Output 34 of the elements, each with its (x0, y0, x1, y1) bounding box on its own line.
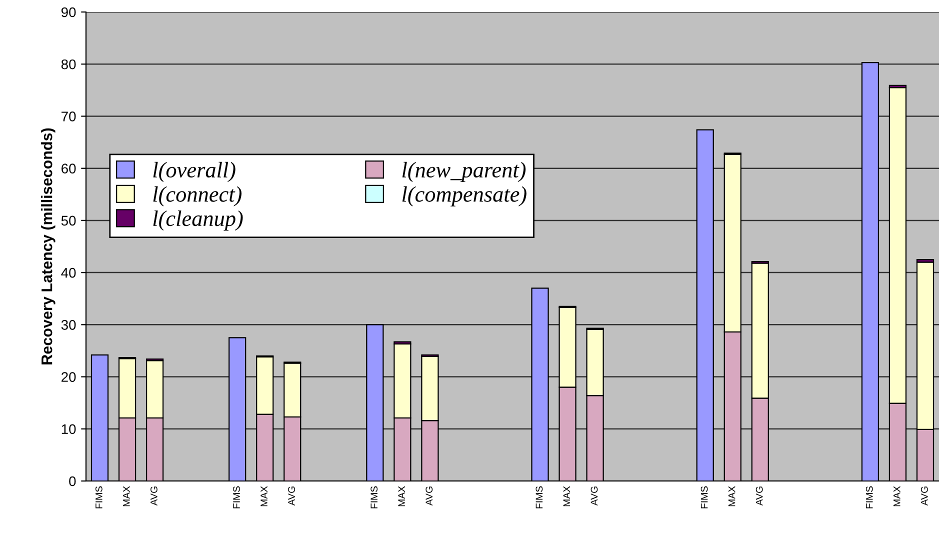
x-tick-label: FIMS (700, 486, 708, 508)
legend-label: l(new_parent) (402, 162, 526, 182)
y-tick-label: 50 (61, 216, 76, 226)
x-tick-label: AVG (150, 486, 158, 506)
y-tick-label: 40 (61, 268, 76, 278)
legend-label: l(overall) (153, 162, 236, 182)
y-tick-label: 10 (62, 424, 76, 434)
y-tick-label: 30 (61, 320, 76, 330)
x-tick-label: MAX (260, 486, 268, 506)
y-tick-label: 70 (62, 112, 76, 122)
x-tick-label: FIMS (536, 486, 543, 508)
x-tick-label: FIMS (233, 486, 240, 508)
x-tick-label: FIMS (95, 486, 102, 508)
y-tick-label: 90 (61, 7, 76, 18)
x-tick-label: MAX (123, 486, 130, 506)
x-tick-label: AVG (288, 486, 295, 506)
x-tick-label: AVG (426, 486, 433, 506)
y-axis-title: Recovery Latency (milliseconds) (41, 128, 56, 364)
legend-label: l(compensate) (402, 186, 526, 206)
y-tick-label: 0 (69, 476, 76, 486)
x-tick-label: MAX (398, 486, 405, 506)
x-tick-label: MAX (728, 486, 736, 506)
x-tick-label: FIMS (866, 486, 873, 508)
legend-label: l(cleanup) (153, 210, 243, 231)
x-tick-label: AVG (756, 486, 763, 506)
legend-label: l(connect) (153, 186, 242, 206)
y-tick-label: 80 (61, 59, 76, 70)
y-tick-label: 20 (62, 372, 76, 382)
x-tick-label: AVG (590, 486, 598, 506)
x-tick-label: FIMS (370, 486, 378, 508)
x-tick-label: MAX (563, 486, 570, 506)
y-tick-label: 60 (62, 164, 76, 174)
x-tick-label: AVG (920, 486, 928, 506)
x-tick-label: MAX (894, 486, 900, 506)
